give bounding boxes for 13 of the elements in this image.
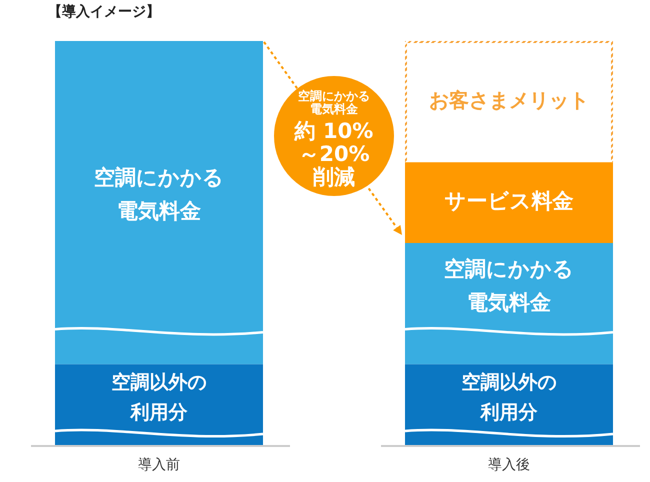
series-label: お客さまメリット <box>429 88 589 112</box>
series-label: 空調以外の利用分 <box>112 371 206 424</box>
bar <box>55 41 263 364</box>
series-label: サービス料金 <box>444 189 574 214</box>
x-tick-label: 導入後 <box>488 457 530 474</box>
bar <box>405 162 613 243</box>
x-tick-label: 導入前 <box>138 457 180 474</box>
bar <box>405 243 613 364</box>
chart-title: 【導入イメージ】 <box>48 4 160 20</box>
text: 空調にかかる電気料金 <box>94 166 224 224</box>
annotation: 空調にかかる電気料金約 10%～20%削減 <box>293 89 374 189</box>
series-label: 空調にかかる電気料金 <box>444 256 574 314</box>
text: 空調以外の利用分 <box>462 371 556 424</box>
